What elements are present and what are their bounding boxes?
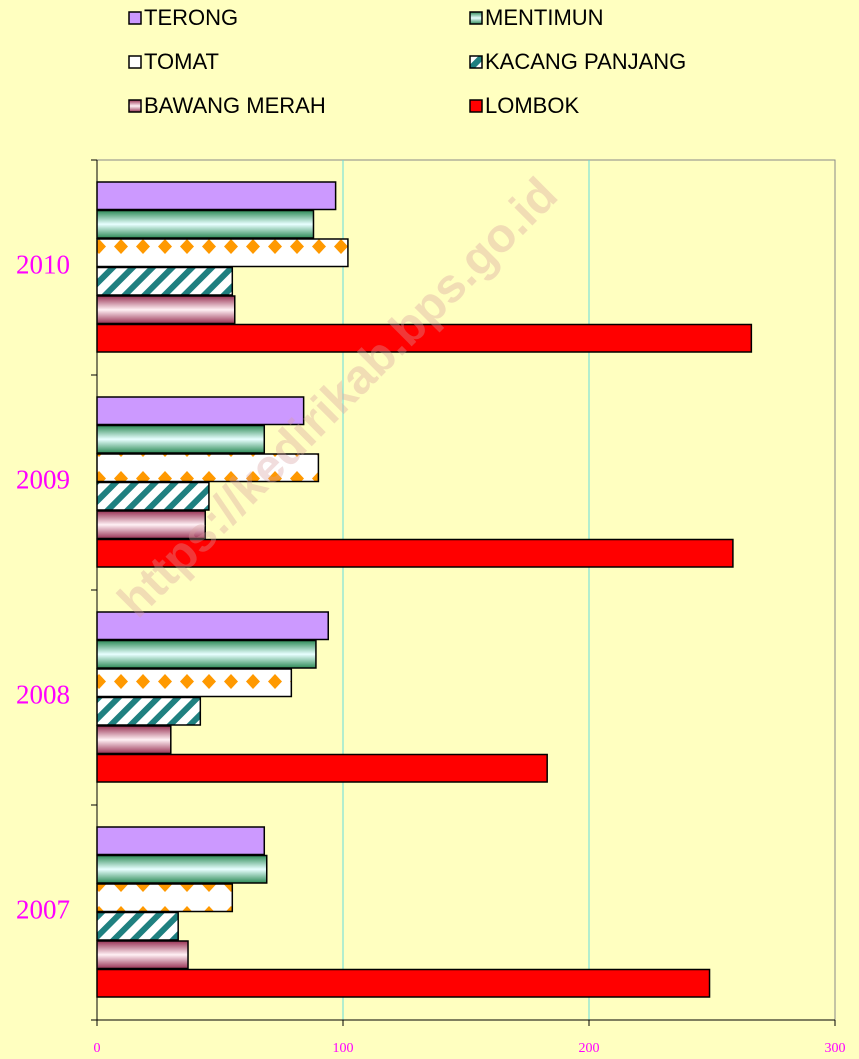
legend-swatch <box>469 99 483 113</box>
x-tick-label: 0 <box>94 1041 101 1056</box>
category-label: 2007 <box>16 895 70 925</box>
bar <box>96 238 349 268</box>
bar <box>96 883 234 913</box>
legend-label: LOMBOK <box>485 93 579 118</box>
bar <box>96 639 317 669</box>
category-label: 2010 <box>16 250 70 280</box>
bar <box>96 181 337 211</box>
bar <box>96 725 172 755</box>
legend-swatch <box>128 99 142 113</box>
bar <box>96 453 320 483</box>
bar <box>96 611 329 641</box>
bar <box>96 209 315 239</box>
bar <box>96 538 734 568</box>
bar <box>96 911 179 941</box>
bar <box>96 968 711 998</box>
bar <box>96 510 206 540</box>
bar <box>96 323 753 353</box>
bar <box>96 696 202 726</box>
legend-label: KACANG PANJANG <box>485 49 686 74</box>
legend-swatch <box>469 11 483 25</box>
bar <box>96 826 266 856</box>
legend-label: TERONG <box>144 5 238 30</box>
bar <box>96 854 268 884</box>
bar <box>96 396 305 426</box>
bar <box>96 481 210 511</box>
bar <box>96 424 266 454</box>
x-tick-label: 100 <box>333 1041 354 1056</box>
bar <box>96 940 189 970</box>
bar <box>96 295 236 325</box>
bar <box>96 266 234 296</box>
legend-label: TOMAT <box>144 49 219 74</box>
bar <box>96 668 293 698</box>
category-label: 2008 <box>16 680 70 710</box>
legend-label: MENTIMUN <box>485 5 604 30</box>
category-label: 2009 <box>16 465 70 495</box>
legend-label: BAWANG MERAH <box>144 93 326 118</box>
x-tick-label: 300 <box>825 1041 846 1056</box>
legend-swatch <box>128 55 142 69</box>
legend-swatch <box>128 11 142 25</box>
legend-swatch <box>469 55 483 69</box>
bar <box>96 753 548 783</box>
x-tick-label: 200 <box>579 1041 600 1056</box>
